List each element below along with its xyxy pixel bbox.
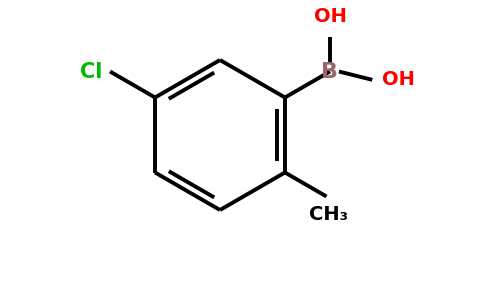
- Text: OH: OH: [314, 8, 347, 26]
- Text: Cl: Cl: [80, 61, 102, 82]
- Text: CH₃: CH₃: [309, 205, 348, 224]
- Text: B: B: [321, 61, 338, 82]
- Text: OH: OH: [382, 70, 415, 89]
